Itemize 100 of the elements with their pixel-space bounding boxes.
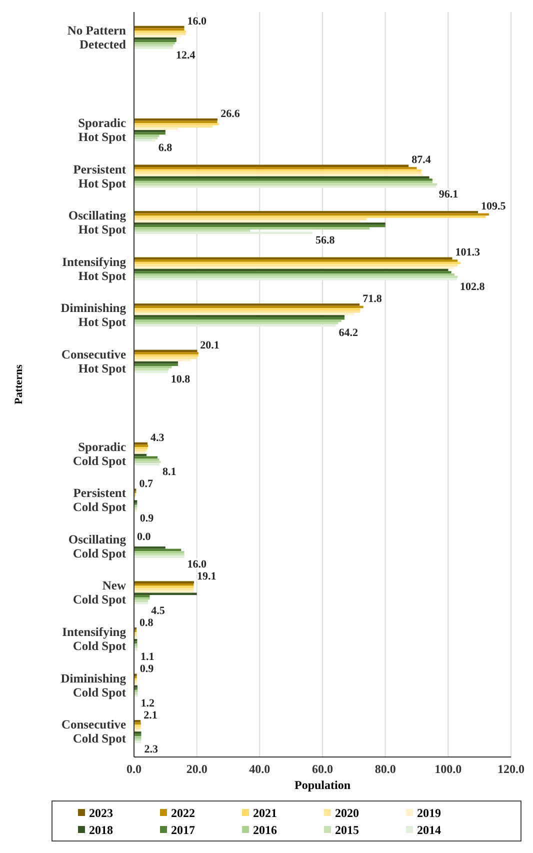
- data-label: 101.3: [455, 246, 480, 259]
- data-label: 102.8: [460, 280, 486, 293]
- bar: [134, 736, 142, 738]
- data-label: 0.0: [137, 531, 152, 544]
- bar: [134, 732, 142, 734]
- data-label: 87.4: [412, 154, 432, 166]
- data-label: 26.6: [220, 108, 240, 120]
- bar: [134, 229, 250, 232]
- data-label: 2.3: [144, 744, 158, 756]
- x-tick-label: 0.0: [126, 762, 142, 776]
- bar: [134, 260, 458, 262]
- x-tick-label: 20.0: [186, 762, 208, 776]
- bar: [134, 210, 478, 214]
- data-label: 12.4: [176, 50, 196, 62]
- bar: [134, 556, 184, 558]
- bar: [134, 676, 137, 678]
- bar: [134, 551, 184, 554]
- bar: [134, 359, 191, 362]
- legend-label: 2020: [335, 806, 359, 820]
- bar: [134, 186, 436, 188]
- bar: [134, 264, 458, 267]
- bar: [134, 315, 344, 318]
- bar: [134, 692, 138, 695]
- y-tick-label: Consecutive Cold Spot: [61, 718, 127, 746]
- bar: [134, 30, 186, 33]
- y-tick-label: Sporadic Cold Spot: [72, 440, 127, 468]
- bar: [134, 688, 138, 690]
- y-tick-label: Intensifying Hot Spot: [62, 254, 127, 283]
- y-axis-title: Patterns: [13, 364, 25, 404]
- data-label: 16.0: [187, 558, 208, 571]
- bar: [134, 680, 137, 683]
- bar: [134, 602, 148, 604]
- bar: [134, 128, 178, 130]
- bar: [134, 46, 173, 50]
- y-tick-label: Diminishing Cold Spot: [60, 671, 127, 700]
- legend-label: 2015: [335, 823, 359, 837]
- bar: [134, 588, 194, 590]
- data-label: 0.9: [140, 512, 154, 524]
- bar: [134, 257, 452, 260]
- bar: [134, 222, 386, 225]
- data-label: 0.8: [140, 616, 154, 629]
- bar: [134, 37, 176, 40]
- bar: [134, 581, 194, 584]
- bar: [134, 183, 438, 186]
- bar: [134, 216, 486, 218]
- data-label: 16.0: [187, 15, 208, 28]
- bar: [134, 364, 178, 366]
- bar: [134, 509, 137, 512]
- y-tick-label: Consecutive Hot Spot: [61, 347, 127, 376]
- bar: [134, 546, 166, 549]
- bar: [134, 134, 160, 137]
- bar: [134, 583, 194, 586]
- bar: [134, 227, 370, 230]
- bar: [134, 592, 197, 596]
- bar: [134, 304, 360, 306]
- y-tick-label: Diminishing Hot Spot: [60, 301, 127, 330]
- bar: [134, 273, 454, 276]
- bar: [134, 35, 182, 38]
- bar: [134, 130, 166, 132]
- bar: [134, 674, 137, 676]
- bar: [134, 356, 197, 360]
- legend-label: 2022: [171, 806, 195, 820]
- data-label: 10.8: [170, 373, 191, 386]
- data-label: 71.8: [362, 293, 382, 306]
- bar: [134, 682, 137, 686]
- data-label: 4.5: [151, 604, 166, 617]
- bar: [134, 694, 138, 697]
- bar: [134, 220, 360, 223]
- bar: [134, 507, 137, 510]
- x-tick-label: 100.0: [434, 762, 462, 776]
- data-label: 56.8: [315, 234, 336, 247]
- bar: [134, 271, 452, 274]
- data-label: 109.5: [481, 200, 506, 212]
- data-label: 6.8: [158, 142, 173, 154]
- data-label: 8.1: [162, 466, 176, 478]
- legend-label: 2021: [253, 806, 277, 820]
- bar: [134, 310, 360, 313]
- bar: [134, 28, 184, 31]
- bar: [134, 167, 417, 170]
- y-tick-label: No Pattern Detected: [67, 23, 126, 52]
- bar: [134, 352, 198, 354]
- bar: [134, 164, 409, 168]
- bar: [134, 644, 138, 646]
- y-tick-label: New Cold Spot: [72, 578, 127, 607]
- bar: [134, 366, 172, 368]
- bar: [134, 370, 168, 373]
- bar: [134, 123, 219, 126]
- bar: [134, 446, 148, 450]
- legend-label: 2014: [417, 823, 441, 837]
- legend-label: 2019: [417, 806, 441, 820]
- bar: [134, 178, 432, 181]
- data-label: 4.3: [150, 432, 165, 444]
- y-tick-label: Oscillating Cold Spot: [68, 532, 127, 560]
- bar: [134, 174, 424, 176]
- bar: [134, 458, 160, 461]
- bar: [134, 738, 142, 741]
- bar: [134, 444, 148, 447]
- data-label: 1.2: [140, 697, 156, 710]
- data-label: 19.1: [197, 570, 216, 583]
- x-tick-label: 80.0: [374, 762, 396, 776]
